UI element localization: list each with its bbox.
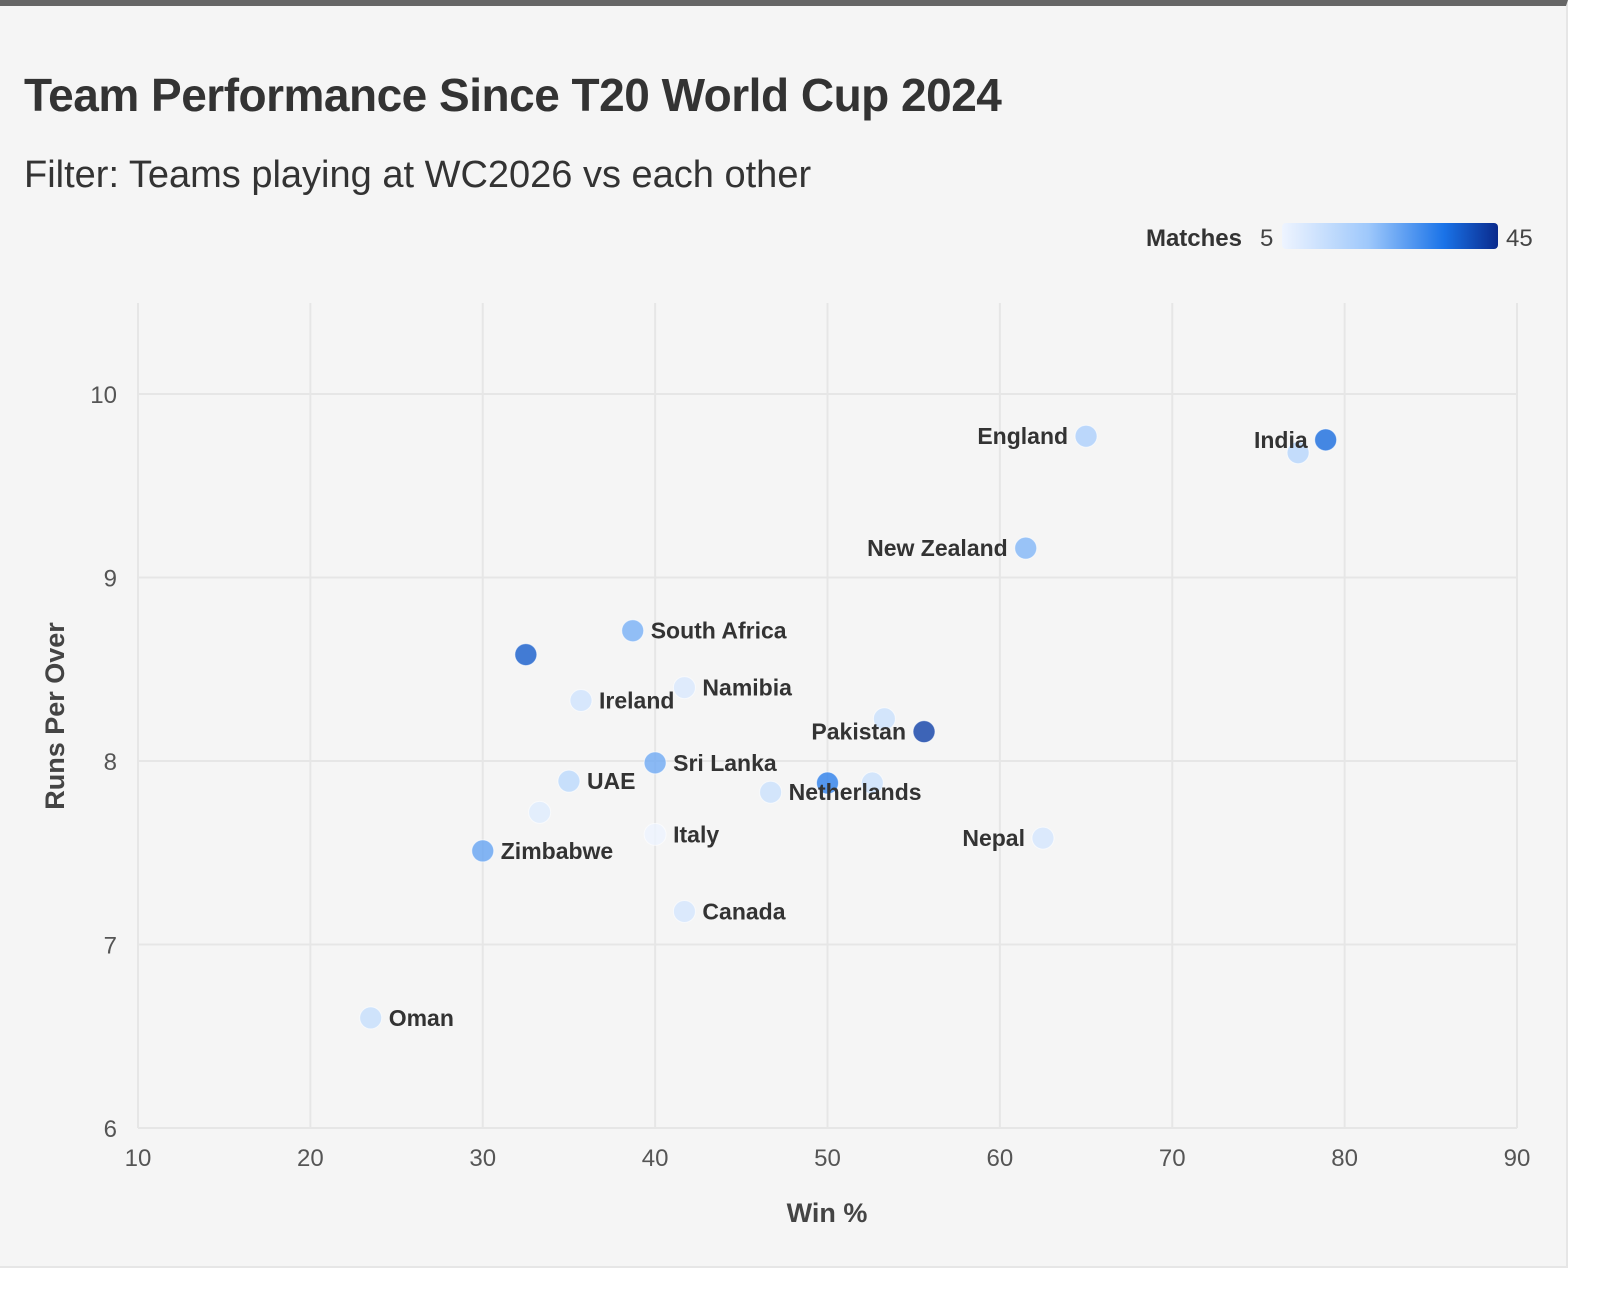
y-tick-label: 10 bbox=[90, 382, 117, 409]
point-label-ireland: Ireland bbox=[599, 687, 674, 713]
chart-title: Team Performance Since T20 World Cup 202… bbox=[24, 69, 1002, 121]
legend-min-label: 5 bbox=[1260, 225, 1273, 252]
point-label-namibia: Namibia bbox=[702, 675, 792, 701]
data-points bbox=[359, 424, 1338, 1030]
point-label-pakistan: Pakistan bbox=[811, 719, 906, 745]
point-unlabelled[interactable] bbox=[528, 800, 552, 824]
chart-card: Team Performance Since T20 World Cup 202… bbox=[0, 0, 1568, 1268]
y-tick-label: 7 bbox=[104, 933, 117, 960]
point-labels: India England New Zealand South Africa Irela… bbox=[389, 423, 1308, 1031]
point-uae[interactable] bbox=[557, 769, 581, 793]
point-england[interactable] bbox=[1074, 424, 1098, 448]
x-tick-label: 10 bbox=[125, 1145, 152, 1172]
legend-max-label: 45 bbox=[1506, 225, 1533, 252]
point-label-new-zealand: New Zealand bbox=[867, 535, 1008, 561]
scatter-chart: Matches 5 45 10 20 30 40 50 60 70 80 90 6 7 8 9 10 Wi… bbox=[40, 223, 1533, 1228]
point-label-zimbabwe: Zimbabwe bbox=[501, 838, 613, 864]
legend-gradient-bar bbox=[1282, 223, 1498, 249]
color-legend: Matches 5 45 bbox=[1146, 223, 1533, 252]
x-tick-label: 70 bbox=[1159, 1145, 1186, 1172]
point-label-uae: UAE bbox=[587, 768, 636, 794]
point-zimbabwe[interactable] bbox=[471, 839, 495, 863]
point-unlabelled[interactable] bbox=[1286, 441, 1310, 465]
y-tick-label: 6 bbox=[104, 1116, 117, 1143]
y-tick-label: 8 bbox=[104, 749, 117, 776]
point-label-nepal: Nepal bbox=[962, 825, 1025, 851]
point-nepal[interactable] bbox=[1031, 826, 1055, 850]
x-axis-title: Win % bbox=[787, 1198, 868, 1228]
point-label-england: England bbox=[977, 423, 1068, 449]
point-india[interactable] bbox=[1314, 428, 1338, 452]
point-label-oman: Oman bbox=[389, 1005, 454, 1031]
point-unlabelled[interactable] bbox=[514, 643, 538, 667]
x-tick-label: 50 bbox=[814, 1145, 841, 1172]
point-label-italy: Italy bbox=[673, 821, 719, 847]
point-unlabelled[interactable] bbox=[872, 707, 896, 731]
point-sri-lanka[interactable] bbox=[643, 751, 667, 775]
point-namibia[interactable] bbox=[672, 676, 696, 700]
point-south-africa[interactable] bbox=[621, 619, 645, 643]
axis-ticks: 10 20 30 40 50 60 70 80 90 6 7 8 9 10 bbox=[90, 382, 1530, 1172]
legend-title: Matches bbox=[1146, 225, 1242, 252]
point-ireland[interactable] bbox=[569, 688, 593, 712]
grid bbox=[137, 303, 1518, 1129]
x-tick-label: 20 bbox=[297, 1145, 324, 1172]
point-canada[interactable] bbox=[672, 899, 696, 923]
point-netherlands[interactable] bbox=[759, 780, 783, 804]
y-axis-title: Runs Per Over bbox=[40, 622, 70, 810]
x-tick-label: 30 bbox=[469, 1145, 496, 1172]
chart-subtitle: Filter: Teams playing at WC2026 vs each … bbox=[24, 154, 812, 196]
point-oman[interactable] bbox=[359, 1006, 383, 1030]
point-pakistan[interactable] bbox=[912, 720, 936, 744]
point-label-sri-lanka: Sri Lanka bbox=[673, 750, 777, 776]
point-italy[interactable] bbox=[643, 822, 667, 846]
y-tick-label: 9 bbox=[104, 566, 117, 593]
point-label-netherlands: Netherlands bbox=[789, 779, 922, 805]
point-label-india: India bbox=[1254, 427, 1308, 453]
x-tick-label: 40 bbox=[642, 1145, 669, 1172]
x-tick-label: 80 bbox=[1331, 1145, 1358, 1172]
x-tick-label: 60 bbox=[987, 1145, 1014, 1172]
point-new-zealand[interactable] bbox=[1014, 536, 1038, 560]
point-label-south-africa: South Africa bbox=[651, 618, 787, 644]
x-tick-label: 90 bbox=[1504, 1145, 1531, 1172]
point-unlabelled[interactable] bbox=[816, 771, 839, 795]
point-unlabelled[interactable] bbox=[860, 771, 884, 795]
point-label-canada: Canada bbox=[702, 898, 785, 924]
